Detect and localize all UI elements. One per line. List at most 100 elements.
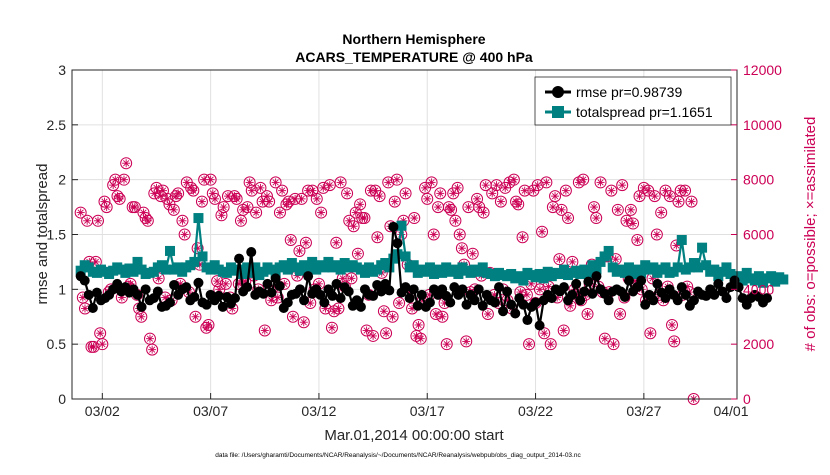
obs-point [481,308,494,321]
obs-assimilated-marker [559,326,568,335]
totalspread-point [270,267,281,278]
obs-possible-marker [208,192,221,205]
obs-possible-marker [128,201,141,214]
obs-point [354,198,367,211]
obs-assimilated-marker [618,181,627,190]
obs-possible-marker [666,318,679,331]
obs-assimilated-marker [299,318,308,327]
obs-possible-marker [293,244,306,257]
obs-point [156,184,169,197]
totalspread-point [636,267,647,278]
obs-possible-marker [408,212,421,225]
obs-assimilated-marker [633,235,642,244]
obs-possible-marker [367,329,380,342]
axis-ticks: 03/02 03/07 03/12 03/17 03/22 03/27 04/0100.51… [47,62,783,419]
obs-assimilated-marker [609,340,618,349]
obs-assimilated-marker [518,233,527,242]
obs-possible-marker [679,184,692,197]
rmse-point [189,292,200,303]
obs-possible-marker [494,195,507,208]
obs-assimilated-marker [80,304,89,313]
obs-assimilated-marker [148,345,157,354]
obs-assimilated-marker [527,279,536,288]
obs-assimilated-marker [83,216,92,225]
obs-possible-marker [310,192,323,205]
legend-rmse-marker [552,86,564,98]
obs-assimilated-marker [427,178,436,187]
rmse-point [636,275,647,286]
obs-assimilated-marker [668,320,677,329]
y-left-tick-label: 0.5 [47,336,67,352]
rmse-point [416,289,427,300]
obs-possible-marker [258,324,271,337]
obs-point [345,272,358,285]
y-left-tick-label: 1 [58,281,66,297]
obs-possible-marker [668,335,681,348]
obs-possible-marker [390,173,403,186]
obs-point [455,242,468,255]
totalspread-point [307,256,318,267]
x-tick-label: 03/07 [193,403,228,419]
obs-assimilated-marker [390,197,399,206]
obs-point [100,201,113,214]
totalspread-point [766,271,777,282]
rmse-point [534,320,545,331]
totalspread-point [477,262,488,273]
obs-possible-marker [559,184,572,197]
obs-point [588,201,601,214]
obs-point [219,277,232,290]
obs-point [523,338,536,351]
obs-point [293,244,306,257]
obs-point [536,225,549,238]
obs-point [559,184,572,197]
obs-possible-marker [445,203,458,216]
obs-assimilated-marker [492,181,501,190]
obs-assimilated-marker [687,197,696,206]
rmse-point [469,295,480,306]
obs-possible-marker [605,184,618,197]
obs-assimilated-marker [267,296,276,305]
rmse-point [477,300,488,311]
obs-possible-marker [332,302,345,315]
legend-rmse-label: rmse pr=0.98739 [576,84,682,100]
obs-assimilated-marker [93,216,102,225]
totalspread-point [591,264,602,275]
obs-assimilated-marker [252,208,261,217]
obs-point [334,176,347,189]
obs-possible-marker [295,192,308,205]
rmse-point [388,221,399,232]
obs-point [113,192,126,205]
obs-possible-marker [176,214,189,227]
obs-possible-marker [371,231,384,244]
rmse-point [721,293,732,304]
rmse-point [619,292,630,303]
obs-point [330,236,343,249]
obs-possible-marker [577,173,590,186]
obs-assimilated-marker [421,183,430,192]
totalspread-point [558,264,569,275]
rmse-point [498,306,509,317]
obs-possible-marker [598,332,611,345]
obs-point [109,173,122,186]
obs-assimilated-marker [332,238,341,247]
totalspread-point [160,264,171,275]
totalspread-point [619,267,630,278]
totalspread-point [676,234,687,245]
rmse-point [518,299,529,310]
obs-point [263,195,276,208]
rmse-point [355,301,366,312]
totalspread-point [741,267,752,278]
rmse-point [502,286,513,297]
obs-point [388,195,401,208]
obs-point [412,318,425,331]
obs-point [553,253,566,266]
obs-assimilated-marker [256,183,265,192]
obs-assimilated-marker [158,186,167,195]
obs-possible-marker [178,228,191,241]
obs-point [494,195,507,208]
obs-possible-marker [120,157,133,170]
obs-assimilated-marker [392,175,401,184]
obs-possible-marker [167,203,180,216]
obs-assimilated-marker [395,299,404,308]
obs-assimilated-marker [622,216,631,225]
